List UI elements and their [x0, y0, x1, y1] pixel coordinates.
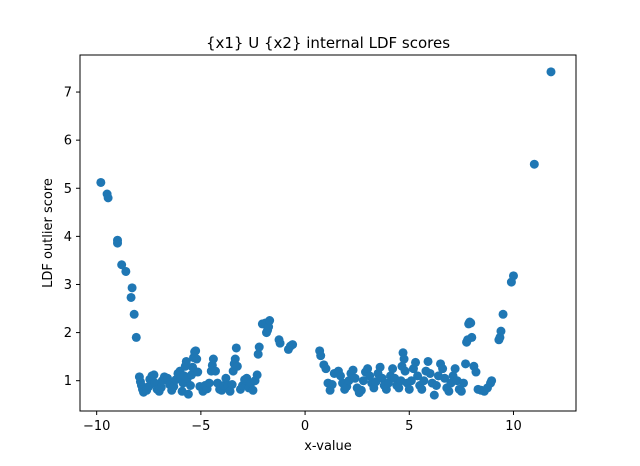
x-axis-label: x-value [304, 439, 352, 454]
scatter-point [252, 370, 262, 380]
y-axis: 1 2 3 4 5 6 7 [64, 86, 80, 389]
y-tick-label: 5 [64, 182, 72, 197]
scatter-point [183, 389, 193, 399]
scatter-point [193, 367, 203, 377]
scatter-point [336, 371, 345, 381]
scatter-point [411, 357, 421, 367]
scatter-point [156, 382, 166, 392]
chart-title: {x1} U {x2} internal LDF scores [206, 34, 450, 52]
scatter-point [467, 332, 477, 342]
scatter-point [113, 238, 123, 248]
scatter-point [192, 354, 202, 364]
y-axis-label: LDF outlier score [41, 178, 56, 288]
scatter-point [429, 390, 439, 400]
scatter-point [423, 356, 433, 366]
scatter-point [456, 386, 466, 396]
scatter-point [498, 309, 508, 319]
scatter-point [227, 380, 237, 390]
scatter-point [253, 349, 263, 359]
scatter-point [438, 364, 448, 374]
scatter-point [327, 380, 337, 390]
scatter-point [103, 193, 113, 203]
scatter-point [365, 371, 375, 381]
scatter-point [191, 346, 201, 356]
scatter-point [230, 354, 240, 364]
scatter-point [444, 386, 454, 396]
points-layer [96, 67, 556, 400]
scatter-point [321, 364, 331, 374]
scatter-point [461, 359, 471, 369]
y-tick-label: 4 [64, 230, 72, 245]
scatter-point [275, 338, 285, 348]
scatter-point [288, 340, 298, 350]
scatter-point [126, 292, 136, 302]
scatter-point [127, 283, 137, 293]
scatter-point [231, 343, 241, 353]
plot-frame [79, 54, 577, 412]
scatter-point [356, 385, 366, 395]
scatter-point [316, 351, 326, 361]
scatter-point [358, 376, 368, 386]
scatter-point [185, 381, 195, 390]
scatter-point [131, 332, 141, 342]
scatter-point [117, 260, 127, 270]
y-tick-label: 6 [64, 134, 72, 149]
scatter-point [508, 271, 518, 281]
scatter-point [383, 378, 393, 388]
scatter-point [377, 373, 387, 383]
scatter-point [221, 373, 231, 383]
scatter-point [149, 370, 159, 380]
scatter-point [400, 366, 410, 376]
scatter-point [458, 378, 468, 388]
scatter-point [181, 356, 191, 366]
scatter-point [496, 326, 506, 336]
scatter-point [425, 368, 435, 378]
y-tick-label: 7 [64, 86, 72, 101]
scatter-point [466, 318, 476, 328]
scatter-point [388, 364, 398, 374]
scatter-point [431, 381, 441, 390]
scatter-point [529, 159, 539, 169]
y-tick-label: 1 [64, 374, 72, 389]
scatter-point [254, 342, 264, 352]
scatter-point [440, 373, 450, 383]
scatter-point [208, 354, 218, 364]
scatter-point [348, 365, 358, 375]
scatter-point [487, 376, 497, 386]
x-tick-label: −10 [83, 419, 110, 434]
scatter-point [399, 354, 409, 364]
scatter-point [419, 376, 429, 386]
y-tick-label: 2 [64, 326, 72, 341]
scatter-point [129, 309, 139, 319]
x-tick-label: −5 [191, 419, 210, 434]
scatter-point [96, 177, 106, 187]
x-tick-label: 0 [301, 419, 309, 434]
scatter-point [265, 316, 275, 326]
scatter-point [417, 384, 427, 394]
scatter-point [375, 362, 385, 372]
y-tick-label: 3 [64, 278, 72, 293]
x-tick-label: 10 [505, 419, 522, 434]
scatter-point [210, 366, 220, 376]
x-tick-label: 5 [405, 419, 413, 434]
scatter-point [121, 266, 131, 276]
scatter-point [546, 67, 556, 77]
scatter-point [232, 361, 242, 371]
scatter-point [204, 378, 214, 388]
scatter-point [404, 384, 414, 394]
scatter-point [248, 385, 258, 395]
scatter-point [350, 373, 360, 383]
scatter-point [450, 364, 460, 374]
scatter-point [394, 383, 404, 393]
scatter-point [406, 376, 416, 386]
scatter-point [363, 364, 373, 374]
scatter-point [471, 367, 481, 377]
scatter-point [413, 371, 423, 381]
x-axis: −10 −5 0 5 10 [83, 411, 522, 434]
